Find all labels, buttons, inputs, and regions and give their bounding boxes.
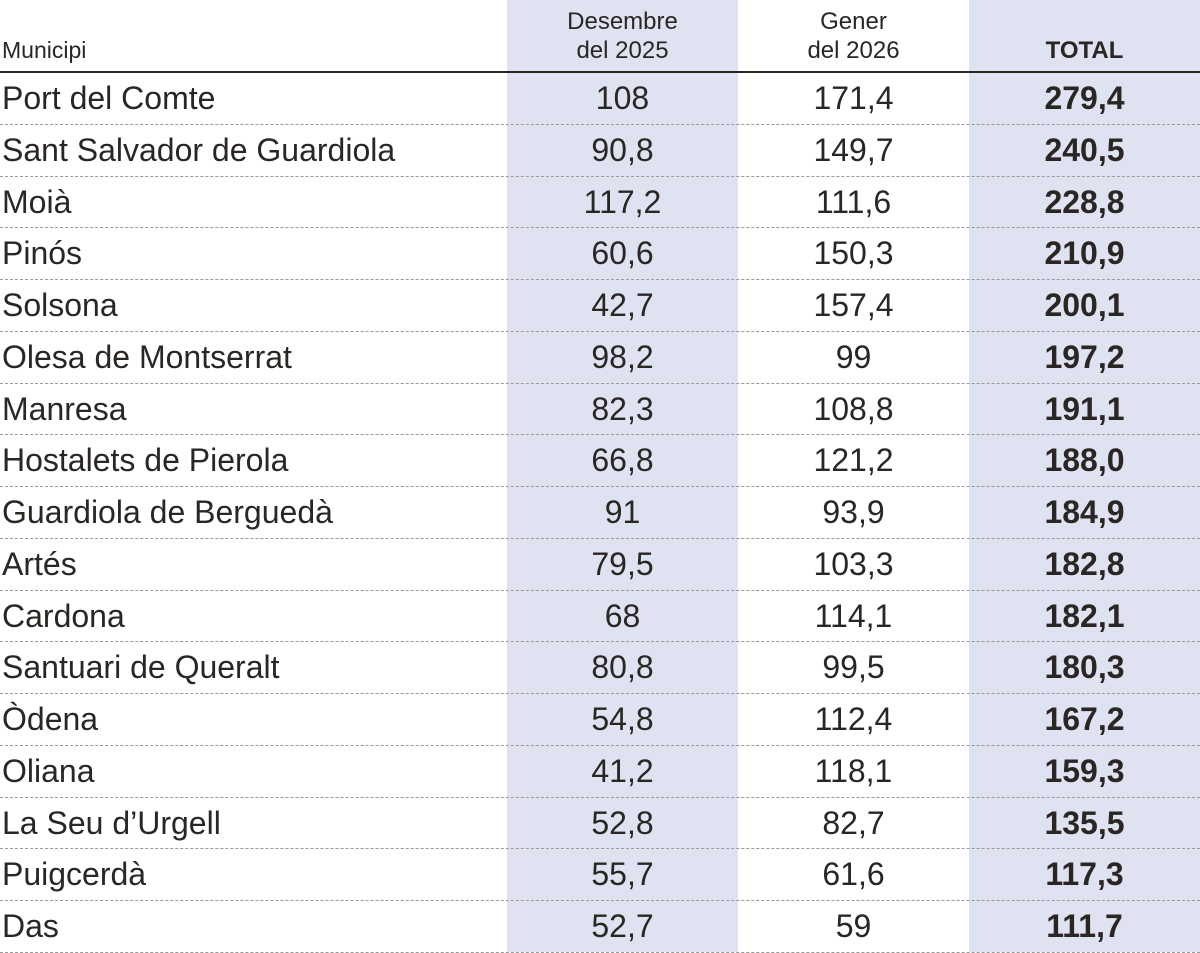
header-desembre-2025: Desembre del 2025 bbox=[507, 7, 738, 65]
table-row: Oliana 41,2 118,1 159,3 bbox=[0, 746, 1200, 798]
cell-total: 117,3 bbox=[1045, 856, 1124, 893]
table-row: Moià 117,2 111,6 228,8 bbox=[0, 177, 1200, 229]
table-row: Manresa 82,3 108,8 191,1 bbox=[0, 384, 1200, 436]
cell-desembre: 108 bbox=[595, 80, 650, 116]
header-gener-line2: del 2026 bbox=[807, 37, 900, 64]
cell-municipi: Solsona bbox=[2, 287, 118, 323]
header-total: TOTAL bbox=[1045, 37, 1124, 64]
cell-gener: 112,4 bbox=[814, 701, 893, 737]
cell-total: 240,5 bbox=[1044, 131, 1125, 168]
table-row: Òdena 54,8 112,4 167,2 bbox=[0, 694, 1200, 746]
table-row: Artés 79,5 103,3 182,8 bbox=[0, 539, 1200, 591]
cell-total: 228,8 bbox=[1044, 183, 1125, 220]
table-row: La Seu d’Urgell 52,8 82,7 135,5 bbox=[0, 798, 1200, 850]
table-body: Port del Comte 108 171,4 279,4 Sant Salv… bbox=[0, 73, 1200, 953]
cell-municipi: Guardiola de Berguedà bbox=[2, 494, 333, 530]
table-row: Solsona 42,7 157,4 200,1 bbox=[0, 280, 1200, 332]
cell-desembre: 66,8 bbox=[591, 442, 654, 479]
cell-gener: 82,7 bbox=[822, 804, 885, 841]
cell-total: 197,2 bbox=[1044, 338, 1125, 375]
cell-gener: 93,9 bbox=[822, 494, 885, 530]
cell-gener: 114,1 bbox=[814, 597, 893, 634]
cell-total: 167,2 bbox=[1044, 701, 1125, 737]
cell-municipi: Sant Salvador de Guardiola bbox=[2, 131, 396, 168]
cell-total: 182,8 bbox=[1044, 545, 1125, 582]
cell-desembre: 117,2 bbox=[583, 183, 662, 220]
cell-municipi: Artés bbox=[2, 545, 77, 582]
cell-desembre: 52,8 bbox=[591, 804, 654, 841]
cell-gener: 149,7 bbox=[813, 131, 894, 168]
cell-gener: 111,6 bbox=[815, 183, 892, 220]
cell-gener: 103,3 bbox=[813, 545, 894, 582]
cell-gener: 99,5 bbox=[822, 649, 885, 686]
cell-gener: 118,1 bbox=[814, 752, 893, 789]
table-row: Olesa de Montserrat 98,2 99 197,2 bbox=[0, 332, 1200, 384]
cell-municipi: Moià bbox=[2, 183, 72, 220]
cell-municipi: La Seu d’Urgell bbox=[2, 804, 221, 841]
table-row: Santuari de Queralt 80,8 99,5 180,3 bbox=[0, 642, 1200, 694]
cell-total: 188,0 bbox=[1044, 442, 1125, 479]
cell-municipi: Olesa de Montserrat bbox=[2, 338, 292, 375]
cell-municipi: Port del Comte bbox=[2, 80, 216, 116]
cell-gener: 157,4 bbox=[813, 287, 894, 323]
cell-gener: 121,2 bbox=[813, 442, 894, 479]
cell-gener: 108,8 bbox=[813, 390, 894, 427]
cell-desembre: 54,8 bbox=[591, 701, 654, 737]
cell-gener: 59 bbox=[835, 908, 872, 944]
cell-desembre: 82,3 bbox=[591, 390, 654, 427]
cell-total: 200,1 bbox=[1044, 287, 1125, 323]
cell-desembre: 68 bbox=[604, 597, 641, 634]
cell-total: 184,9 bbox=[1044, 494, 1125, 530]
cell-municipi: Santuari de Queralt bbox=[2, 649, 280, 686]
cell-municipi: Pinós bbox=[2, 235, 83, 272]
cell-desembre: 79,5 bbox=[591, 545, 654, 582]
cell-total: 135,5 bbox=[1044, 804, 1125, 841]
cell-total: 111,7 bbox=[1046, 908, 1123, 944]
cell-desembre: 55,7 bbox=[591, 856, 654, 893]
cell-municipi: Òdena bbox=[2, 701, 99, 737]
table-row: Hostalets de Pierola 66,8 121,2 188,0 bbox=[0, 435, 1200, 487]
cell-municipi: Oliana bbox=[2, 752, 95, 789]
cell-total: 210,9 bbox=[1044, 235, 1125, 272]
table-row: Cardona 68 114,1 182,1 bbox=[0, 591, 1200, 643]
header-gener-line1: Gener bbox=[820, 8, 887, 35]
header-desembre-line2: del 2025 bbox=[576, 37, 669, 64]
table-row: Sant Salvador de Guardiola 90,8 149,7 24… bbox=[0, 125, 1200, 177]
cell-desembre: 52,7 bbox=[591, 908, 654, 944]
cell-desembre: 98,2 bbox=[591, 338, 654, 375]
cell-gener: 99 bbox=[835, 338, 872, 375]
table-row: Puigcerdà 55,7 61,6 117,3 bbox=[0, 849, 1200, 901]
cell-total: 180,3 bbox=[1044, 649, 1125, 686]
cell-gener: 171,4 bbox=[813, 80, 894, 116]
header-desembre-line1: Desembre bbox=[567, 8, 678, 35]
table-row: Guardiola de Berguedà 91 93,9 184,9 bbox=[0, 487, 1200, 539]
cell-desembre: 42,7 bbox=[591, 287, 654, 323]
header-municipi: Municipi bbox=[2, 37, 87, 63]
cell-municipi: Cardona bbox=[2, 597, 125, 634]
cell-municipi: Das bbox=[2, 908, 59, 944]
header-gener-2026: Gener del 2026 bbox=[738, 7, 969, 65]
cell-municipi: Manresa bbox=[2, 390, 127, 427]
cell-desembre: 91 bbox=[604, 494, 641, 530]
table-row: Port del Comte 108 171,4 279,4 bbox=[0, 73, 1200, 125]
cell-total: 159,3 bbox=[1044, 752, 1125, 789]
cell-desembre: 80,8 bbox=[591, 649, 654, 686]
cell-total: 191,1 bbox=[1044, 390, 1125, 427]
total-column-shading bbox=[969, 0, 1200, 952]
cell-desembre: 60,6 bbox=[591, 235, 654, 272]
cell-total: 182,1 bbox=[1044, 597, 1125, 634]
cell-desembre: 41,2 bbox=[591, 752, 654, 789]
cell-desembre: 90,8 bbox=[591, 131, 654, 168]
table-row: Das 52,7 59 111,7 bbox=[0, 901, 1200, 953]
table-row: Pinós 60,6 150,3 210,9 bbox=[0, 228, 1200, 280]
cell-total: 279,4 bbox=[1044, 80, 1125, 116]
table-header: Municipi Desembre del 2025 Gener del 202… bbox=[0, 0, 1200, 73]
cell-municipi: Hostalets de Pierola bbox=[2, 442, 289, 479]
desembre-column-shading bbox=[507, 0, 738, 952]
cell-gener: 150,3 bbox=[813, 235, 894, 272]
cell-gener: 61,6 bbox=[822, 856, 885, 893]
cell-municipi: Puigcerdà bbox=[2, 856, 147, 893]
